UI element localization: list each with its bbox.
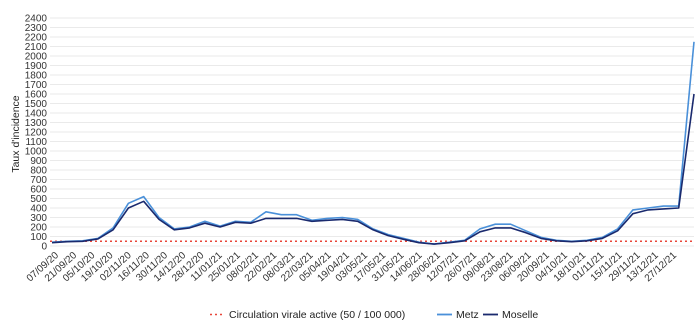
y-tick-label: 1500	[25, 99, 48, 110]
y-tick-label: 500	[30, 194, 47, 205]
series-line-moselle	[51, 93, 695, 245]
legend-threshold-label: Circulation virale active (50 / 100 000)	[229, 309, 405, 321]
grid-lines	[50, 17, 694, 247]
y-tick-label: 1700	[25, 80, 48, 91]
y-tick-label: 100	[30, 232, 47, 243]
y-tick-label: 1600	[25, 90, 48, 101]
y-tick-label: 2400	[25, 14, 48, 25]
legend: Circulation virale active (50 / 100 000)…	[210, 309, 538, 321]
y-tick-label: 2000	[25, 52, 48, 63]
y-tick-labels: 0100200300400500600700800900100011001200…	[25, 14, 48, 253]
legend-moselle-label: Moselle	[502, 309, 538, 321]
y-tick-label: 400	[30, 204, 47, 215]
y-tick-label: 0	[41, 242, 47, 253]
y-tick-label: 300	[30, 213, 47, 224]
y-tick-label: 2300	[25, 23, 48, 34]
y-tick-label: 2200	[25, 33, 48, 44]
y-tick-label: 900	[30, 156, 47, 167]
legend-metz-label: Metz	[456, 309, 479, 321]
y-tick-label: 600	[30, 185, 47, 196]
y-tick-label: 1300	[25, 118, 48, 129]
y-tick-label: 800	[30, 166, 47, 177]
y-tick-label: 1000	[25, 147, 48, 158]
y-axis-label: Taux d'incidence	[10, 95, 22, 172]
x-tick-labels: 07/09/2021/09/2005/10/2019/10/2002/11/20…	[25, 250, 680, 285]
y-tick-label: 1400	[25, 109, 48, 120]
y-tick-label: 700	[30, 175, 47, 186]
series-line-metz	[51, 41, 695, 245]
y-tick-label: 1200	[25, 128, 48, 139]
y-tick-label: 1800	[25, 71, 48, 82]
y-tick-label: 1900	[25, 61, 48, 72]
y-tick-label: 2100	[25, 42, 48, 53]
y-tick-label: 1100	[25, 137, 47, 148]
y-tick-label: 200	[30, 223, 47, 234]
